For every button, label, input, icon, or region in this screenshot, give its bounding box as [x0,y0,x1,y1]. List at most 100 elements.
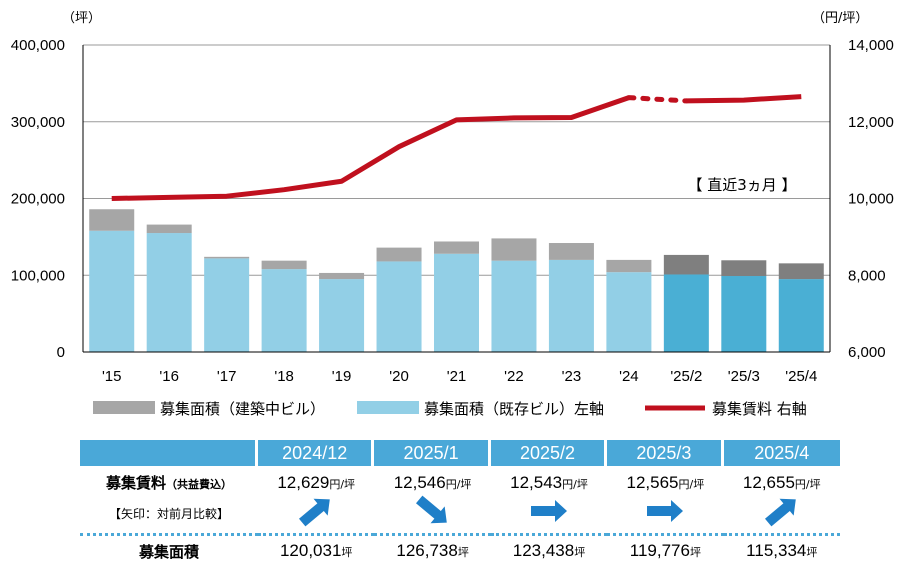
bar-existing [434,253,479,352]
bar-construction [261,260,307,270]
trend-arrow-cell [258,493,374,533]
trend-arrow-cell [724,493,840,533]
left-tick-label: 0 [57,344,65,361]
area-value: 126,738 [396,541,458,560]
bar-existing [376,261,422,352]
category-label: '16 [159,368,179,385]
area-unit: 坪 [574,546,586,559]
category-label: '21 [447,368,467,385]
left-tick-label: 100,000 [11,267,65,284]
rent-row: 募集賃料（共益費込） 12,629円/坪 12,546円/坪 12,543円/坪… [80,466,840,493]
legend-label-existing: 募集面積（既存ビル）左軸 [424,400,604,418]
bar-construction [606,259,652,273]
arrow-shape [530,500,567,522]
left-axis-unit: （坪） [62,11,101,26]
arrow-shape [415,495,447,524]
trend-arrow-icon [299,498,330,527]
rent-value-cell: 12,546円/坪 [374,466,490,493]
bar-existing [319,279,365,352]
area-value: 115,334 [746,541,807,560]
header-month: 2025/3 [607,440,724,466]
rent-label-cell: 募集賃料（共益費込） [80,466,258,493]
bar-construction [146,224,192,234]
bar-construction [204,256,250,259]
category-label: '24 [619,368,639,385]
bar-existing [606,272,652,352]
header-month: 2025/1 [374,440,491,466]
bar-construction [721,260,767,277]
legend-swatch-construction [93,401,155,414]
legend-swatch-existing [357,401,419,414]
trend-arrow-icon [530,500,567,522]
summary-table: 2024/12 2025/1 2025/2 2025/3 2025/4 募集賃料… [80,440,840,566]
right-tick-label: 14,000 [848,37,894,54]
category-label: '15 [102,368,122,385]
header-month: 2024/12 [258,440,375,466]
category-label: '25/2 [670,368,702,385]
bar-construction [778,263,824,280]
rent-area-chart: 0 100,000 200,000 300,000 400,000 6,000 8,000 1… [11,11,894,418]
area-value-cell: 126,738坪 [374,536,490,566]
bar-series [89,209,824,352]
trend-arrow-icon [415,495,447,524]
bar-construction [491,238,537,261]
category-label: '17 [217,368,237,385]
category-label: '25/3 [728,368,760,385]
left-tick-label: 200,000 [11,191,65,208]
bar-existing [146,233,192,352]
right-tick-label: 6,000 [848,344,886,361]
left-tick-label: 300,000 [11,114,65,131]
area-value: 120,031 [279,541,342,560]
category-label: '23 [562,368,582,385]
rent-value: 12,565 [626,472,679,492]
area-unit: 坪 [341,546,353,559]
bar-construction [89,209,135,231]
category-label: '22 [504,368,524,385]
bar-construction [319,272,365,280]
area-value-cell: 119,776坪 [607,536,723,566]
rent-line-recent [686,94,802,104]
right-tick-label: 8,000 [848,267,886,284]
rent-value: 12,629 [277,472,330,492]
trend-arrow-icon [764,498,796,527]
arrow-shape [764,498,796,527]
arrow-shape [299,498,330,527]
table-header-row: 2024/12 2025/1 2025/2 2025/3 2025/4 [80,440,840,466]
header-blank-cell [80,440,258,466]
trend-arrow-cell [607,493,723,533]
legend-label-construction: 募集面積（建築中ビル） [160,400,325,418]
category-label: '25/4 [785,368,817,385]
header-month: 2025/2 [490,440,608,466]
trend-arrow-cell [374,493,490,533]
bar-existing [491,260,537,352]
rent-value-cell: 12,629円/坪 [258,466,374,493]
area-unit: 坪 [457,546,469,559]
bar-construction [663,254,709,275]
bar-existing [721,276,767,352]
rent-unit: 円/坪 [445,477,472,491]
bar-existing [778,279,824,352]
rent-value-cell: 12,565円/坪 [607,466,723,493]
rent-sublabel: （共益費込） [166,478,232,491]
rent-line-dotted-gap [626,95,689,104]
bar-construction [548,243,594,260]
bar-construction [376,247,422,262]
area-value: 119,776 [629,541,690,560]
arrow-row: 【矢印：対前月比較】 [80,493,840,533]
rent-value: 12,546 [393,472,446,492]
trend-arrow-icon [647,500,684,522]
bar-existing [548,259,594,352]
rent-unit: 円/坪 [678,477,705,491]
legend: 募集面積（建築中ビル） 募集面積（既存ビル）左軸 募集賃料 右軸 [93,400,807,418]
right-tick-label: 10,000 [848,191,894,208]
rent-unit: 円/坪 [562,477,588,491]
rent-unit: 円/坪 [794,477,821,491]
right-tick-label: 12,000 [848,114,894,131]
bar-existing [89,230,135,352]
area-value: 123,438 [512,541,575,560]
rent-label: 募集賃料 [105,474,166,492]
category-label: '20 [389,368,409,385]
area-value-cell: 115,334坪 [724,536,840,566]
category-label: '19 [332,368,352,385]
rent-line-historical [111,95,630,201]
